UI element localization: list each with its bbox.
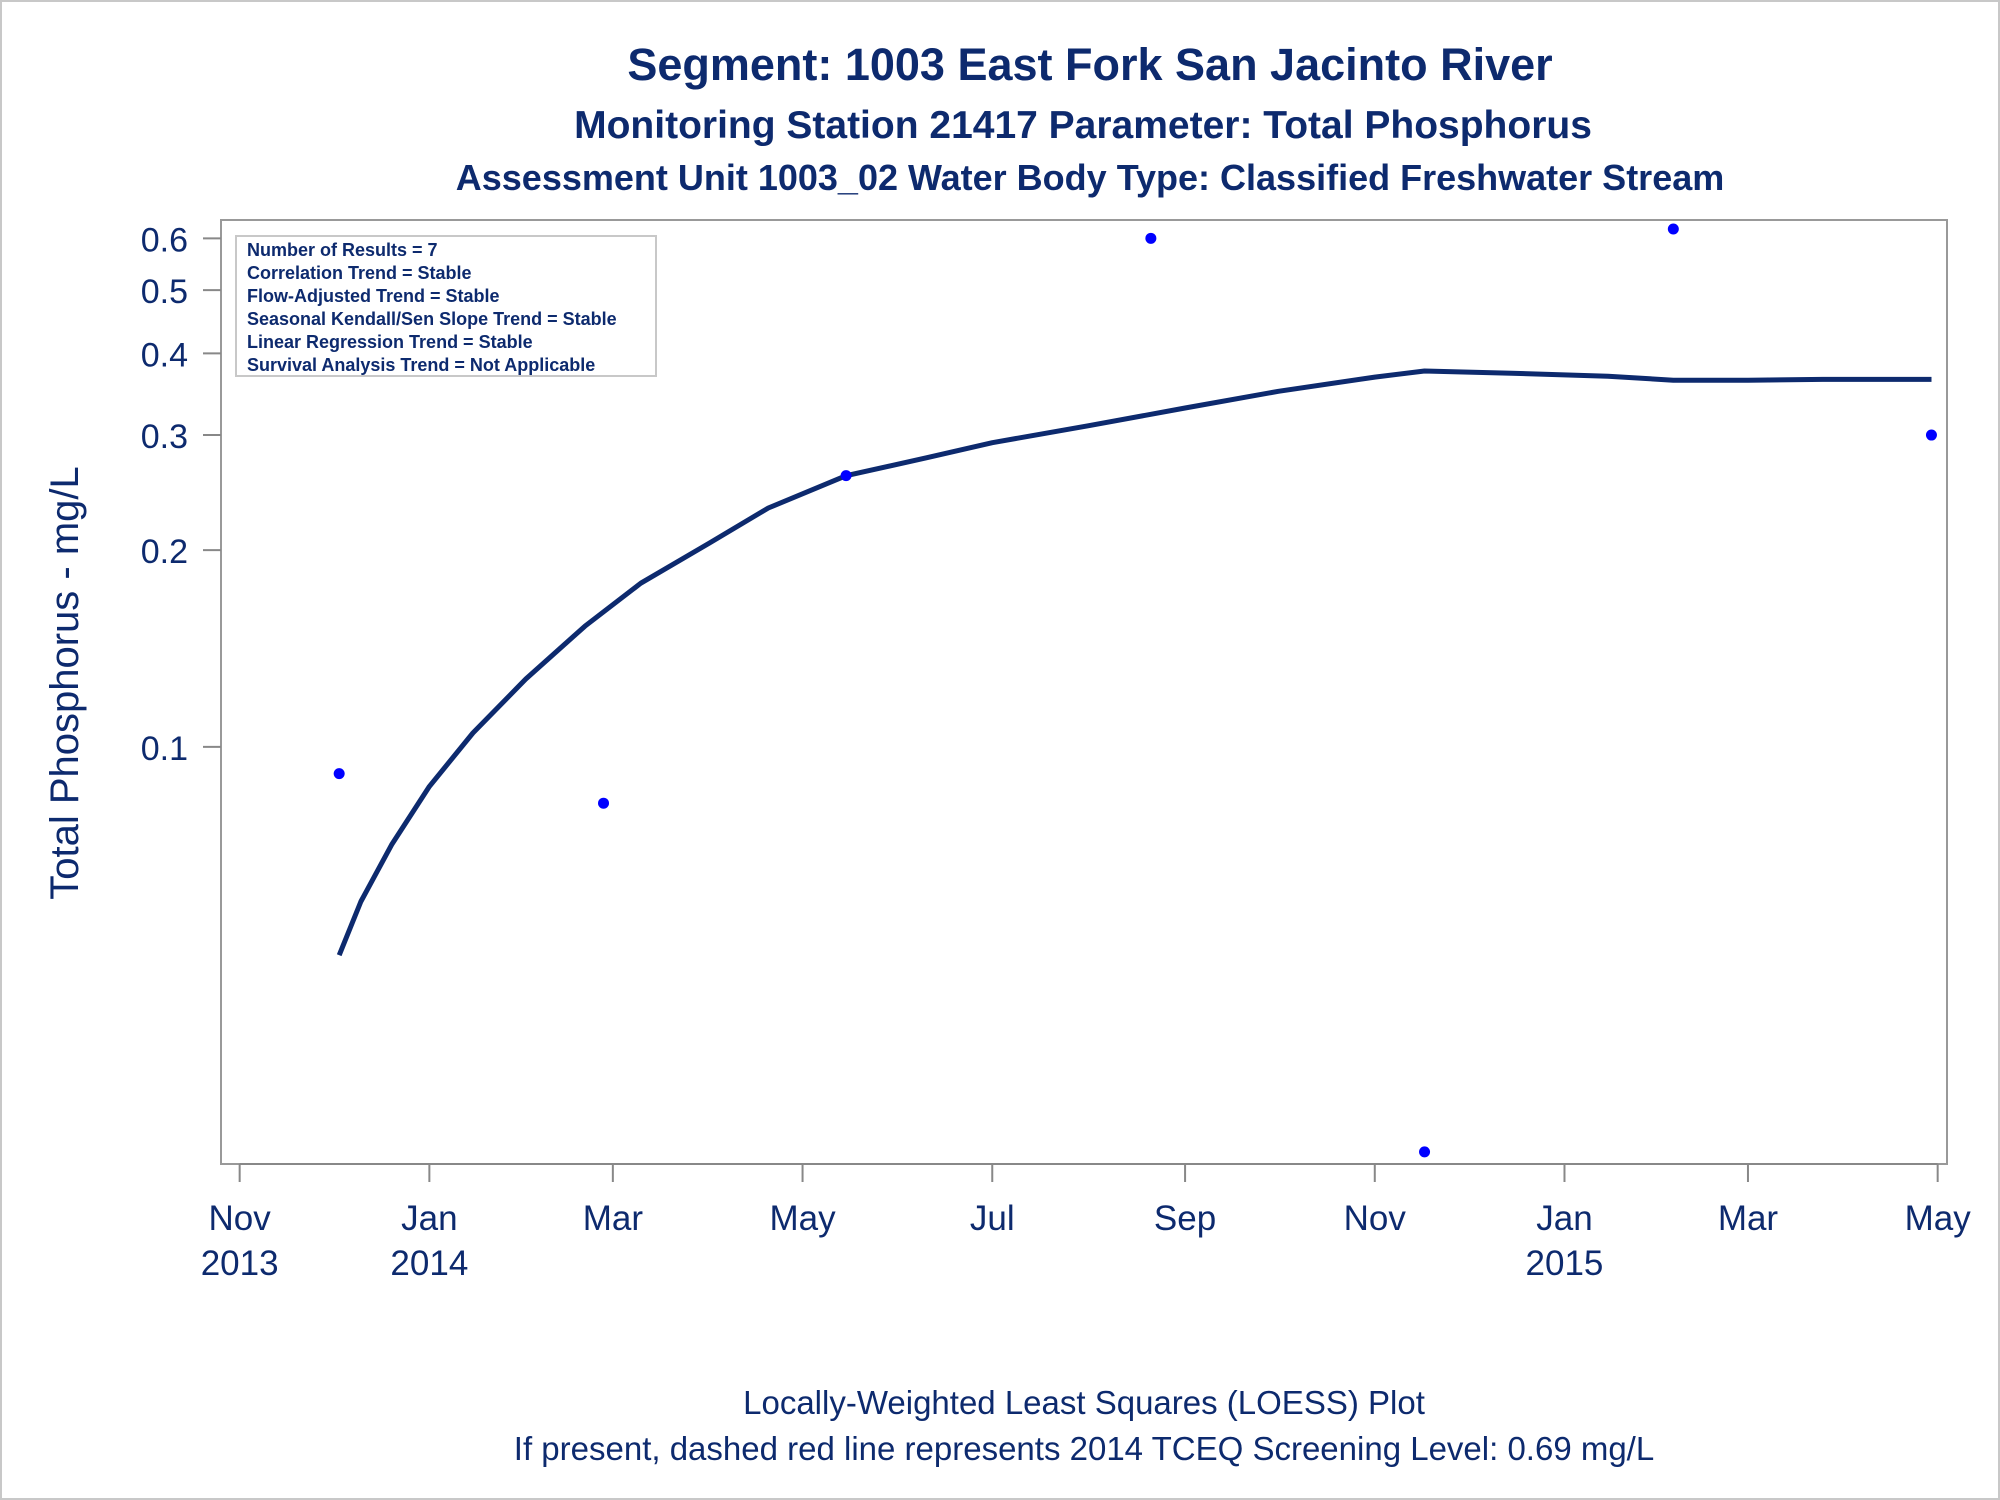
y-tick-label: 0.1 — [141, 730, 188, 768]
data-point — [1925, 429, 1937, 441]
data-point — [333, 768, 345, 780]
data-points — [333, 223, 1937, 1158]
y-tick-label: 0.6 — [141, 221, 188, 259]
y-axis: 0.1 0.2 0.3 0.4 0.5 0.6 — [141, 221, 221, 768]
x-tick-year-label: 2013 — [201, 1244, 279, 1283]
data-point — [840, 470, 852, 482]
stats-inset-line: Correlation Trend = Stable — [247, 263, 472, 283]
x-tick-year-label: 2015 — [1526, 1244, 1604, 1283]
stats-inset-line: Linear Regression Trend = Stable — [247, 332, 533, 352]
y-tick-label: 0.2 — [141, 533, 188, 571]
x-tick-label: Jul — [970, 1199, 1015, 1238]
loess-curve — [336, 368, 1932, 957]
stats-inset: Number of Results = 7 Correlation Trend =… — [235, 235, 657, 377]
stats-inset-line: Survival Analysis Trend = Not Applicable — [247, 355, 595, 375]
x-tick-label: Nov — [209, 1199, 272, 1238]
stats-inset-box — [235, 235, 657, 377]
x-tick-label: Nov — [1344, 1199, 1407, 1238]
y-tick-label: 0.5 — [141, 273, 188, 311]
x-tick-label: Sep — [1154, 1199, 1216, 1238]
footnote-2: If present, dashed red line represents 2… — [514, 1430, 1654, 1467]
footnote-1: Locally-Weighted Least Squares (LOESS) P… — [743, 1384, 1425, 1421]
x-tick-label: Jan — [1536, 1199, 1592, 1238]
y-axis-label: Total Phosphorus - mg/L — [43, 466, 87, 900]
data-point — [1145, 232, 1157, 244]
x-axis: Nov 2013 Jan 2014 Mar May Jul Sep Nov Jan 2015 Mar M… — [201, 1163, 1972, 1283]
stats-inset-line: Seasonal Kendall/Sen Slope Trend = Stabl… — [247, 309, 617, 329]
x-tick-year-label: 2014 — [390, 1244, 468, 1283]
x-tick-label: May — [769, 1199, 836, 1238]
data-point — [1419, 1146, 1431, 1158]
x-tick-label: Jan — [401, 1199, 457, 1238]
y-tick-label: 0.4 — [141, 336, 188, 374]
x-tick-label: Mar — [1718, 1199, 1779, 1238]
stats-inset-line: Number of Results = 7 — [247, 240, 438, 260]
chart-title: Segment: 1003 East Fork San Jacinto Rive… — [627, 39, 1552, 90]
x-tick-label: May — [1905, 1199, 1972, 1238]
data-point — [1667, 223, 1679, 235]
stats-inset-line: Flow-Adjusted Trend = Stable — [247, 286, 500, 306]
data-point — [598, 797, 610, 809]
chart-subtitle: Monitoring Station 21417 Parameter: Tota… — [574, 104, 1592, 147]
x-tick-label: Mar — [583, 1199, 644, 1238]
y-tick-label: 0.3 — [141, 418, 188, 456]
chart-subtitle-2: Assessment Unit 1003_02 Water Body Type:… — [456, 157, 1725, 198]
